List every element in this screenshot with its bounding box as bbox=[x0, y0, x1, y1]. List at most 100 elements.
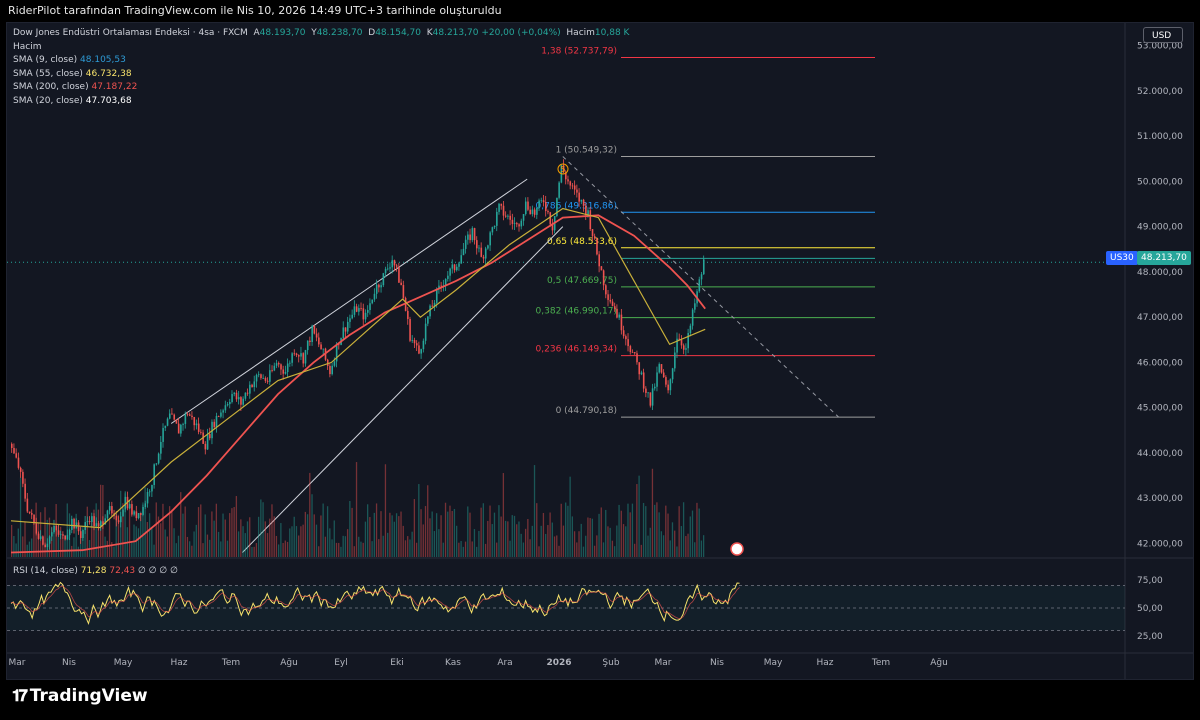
volume-bar bbox=[613, 546, 616, 557]
volume-bar bbox=[576, 542, 578, 557]
candle-body bbox=[186, 414, 189, 416]
candle-body bbox=[358, 308, 360, 312]
legend-sma-20: SMA (20, close) 47.703,68 bbox=[13, 95, 132, 106]
candle-body bbox=[224, 405, 227, 411]
volume-bar bbox=[649, 527, 651, 557]
candle-body bbox=[309, 340, 311, 343]
candle-body bbox=[17, 457, 20, 468]
candle-body bbox=[562, 165, 565, 173]
candle-body bbox=[264, 377, 267, 381]
volume-bar bbox=[700, 540, 703, 557]
volume-bar bbox=[153, 544, 155, 557]
candle-body bbox=[480, 247, 483, 257]
candle-body bbox=[177, 423, 180, 434]
candle-body bbox=[306, 340, 309, 351]
candle-body bbox=[364, 312, 367, 320]
volume-bar bbox=[284, 540, 286, 557]
legend-volume-row: Hacim bbox=[13, 41, 42, 52]
candle-body bbox=[104, 518, 107, 525]
volume-bar bbox=[560, 503, 562, 557]
candle-body bbox=[333, 361, 336, 366]
time-axis-tick-15: Haz bbox=[816, 658, 833, 668]
candle-body bbox=[66, 535, 69, 540]
volume-bar bbox=[75, 513, 77, 557]
candle-body bbox=[571, 185, 574, 187]
volume-bar bbox=[660, 531, 662, 557]
candle-body bbox=[462, 248, 465, 256]
candle-body bbox=[102, 521, 104, 525]
candle-body bbox=[86, 521, 89, 523]
volume-bar bbox=[556, 535, 558, 557]
candle-body bbox=[293, 353, 296, 355]
candle-body bbox=[355, 306, 358, 312]
candle-body bbox=[24, 483, 26, 499]
volume-bar bbox=[598, 513, 600, 557]
volume-bar bbox=[498, 505, 500, 557]
volume-bar bbox=[371, 541, 373, 557]
volume-bar bbox=[578, 531, 580, 557]
volume-bar bbox=[26, 544, 28, 557]
volume-bar bbox=[175, 543, 177, 557]
candle-body bbox=[464, 239, 467, 249]
volume-bar bbox=[311, 494, 313, 557]
volume-bar bbox=[389, 512, 391, 557]
candle-body bbox=[413, 340, 416, 344]
ohlc-change: +20,00 (+0,04%) bbox=[481, 28, 561, 38]
candle-body bbox=[549, 212, 552, 225]
candle-body bbox=[647, 392, 649, 394]
candle-body bbox=[255, 374, 258, 382]
volume-bar bbox=[545, 533, 547, 557]
volume-bar bbox=[340, 546, 342, 557]
currency-button[interactable]: USD bbox=[1143, 27, 1183, 43]
candle-body bbox=[48, 536, 51, 544]
candle-body bbox=[137, 513, 140, 519]
volume-bar bbox=[482, 503, 484, 557]
volume-bar bbox=[489, 505, 491, 557]
chart-svg[interactable]: 53.000,00 52.000,00 51.000,00 50.000,00 49.0… bbox=[7, 23, 1194, 680]
volume-bar bbox=[95, 503, 97, 557]
volume-bar bbox=[487, 520, 489, 557]
volume-bar bbox=[435, 513, 438, 557]
candle-body bbox=[498, 203, 500, 212]
volume-bar bbox=[84, 525, 86, 557]
candle-body bbox=[135, 511, 138, 519]
volume-bar bbox=[402, 525, 404, 557]
fib-level-label-7: 0,236 (46.149,34) bbox=[536, 345, 617, 355]
volume-bar bbox=[117, 514, 120, 557]
candle-body bbox=[157, 453, 160, 464]
rsi-axis-tick-0: 75,00 bbox=[1137, 576, 1163, 586]
volume-bar bbox=[335, 542, 338, 557]
volume-bar bbox=[186, 536, 189, 557]
volume-bar bbox=[640, 544, 642, 557]
volume-bar bbox=[654, 504, 656, 557]
volume-bar bbox=[611, 540, 614, 557]
candle-body bbox=[662, 372, 665, 378]
candle-body bbox=[362, 308, 365, 320]
volume-bar bbox=[142, 502, 144, 557]
volume-bar bbox=[155, 502, 157, 557]
volume-bar bbox=[300, 526, 302, 557]
channel-lower-line bbox=[242, 226, 564, 553]
candle-body bbox=[391, 260, 394, 268]
candle-body bbox=[73, 518, 75, 529]
volume-bar bbox=[656, 502, 658, 557]
volume-bar bbox=[113, 546, 115, 557]
candle-body bbox=[665, 377, 667, 385]
legend-sma-200: SMA (200, close) 47.187,22 bbox=[13, 82, 138, 92]
volume-bar bbox=[255, 543, 258, 557]
volume-bar bbox=[122, 503, 124, 557]
candle-body bbox=[469, 234, 471, 241]
volume-bar bbox=[642, 502, 645, 557]
ohlc-open: A48.193,70 bbox=[250, 28, 306, 38]
volume-bar bbox=[491, 524, 493, 557]
volume-bar bbox=[11, 524, 13, 557]
candle-body bbox=[253, 381, 256, 388]
volume-bar bbox=[520, 533, 522, 557]
volume-bar bbox=[493, 512, 496, 557]
chart-panel[interactable]: 53.000,00 52.000,00 51.000,00 50.000,00 49.0… bbox=[6, 22, 1194, 680]
candle-body bbox=[502, 205, 505, 216]
us-flag-icon bbox=[730, 542, 744, 556]
volume-bar bbox=[422, 524, 424, 557]
candle-body bbox=[51, 532, 53, 537]
candle-body bbox=[636, 353, 638, 363]
